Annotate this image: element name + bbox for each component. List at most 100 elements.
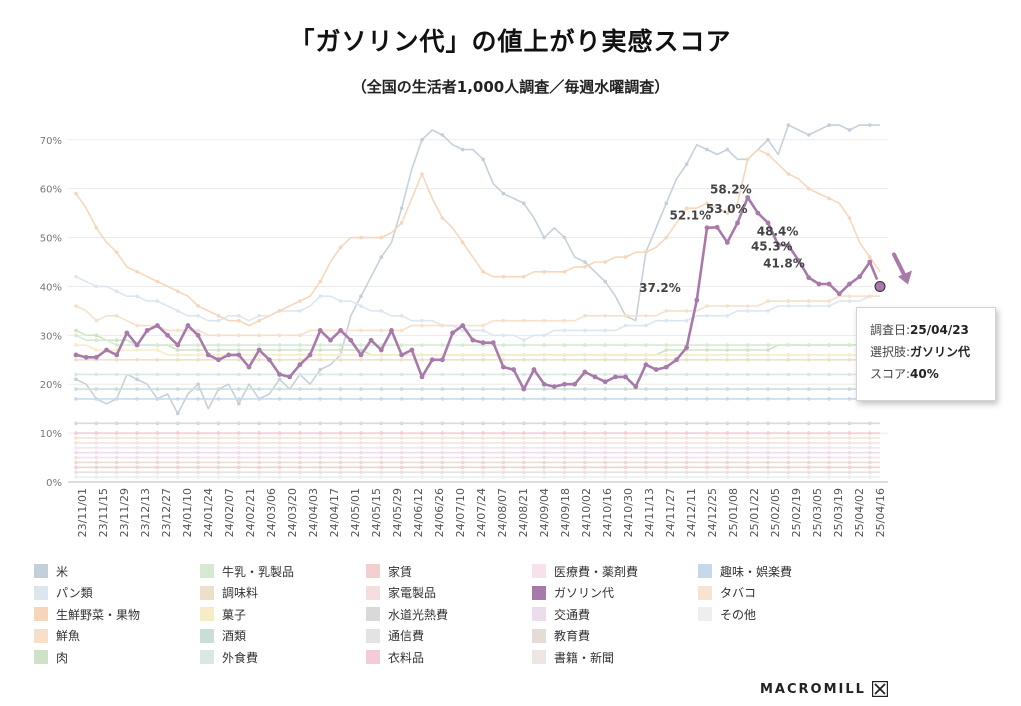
highlight-series-point bbox=[694, 297, 700, 303]
series-point bbox=[705, 475, 709, 479]
legend-item[interactable]: 趣味・娯楽費 bbox=[698, 563, 792, 579]
legend-item[interactable]: 教育費 bbox=[532, 628, 590, 644]
series-point bbox=[237, 397, 241, 401]
series-point bbox=[745, 353, 750, 357]
legend-item[interactable]: 酒類 bbox=[200, 628, 246, 644]
series-point bbox=[705, 431, 709, 435]
x-tick-label: 24/02/21 bbox=[244, 488, 257, 537]
series-point bbox=[359, 450, 363, 455]
series-point bbox=[664, 318, 669, 323]
legend-item[interactable]: 家電製品 bbox=[366, 585, 436, 601]
highlight-series-point bbox=[368, 337, 374, 343]
series-point bbox=[155, 470, 160, 475]
series-point bbox=[501, 397, 506, 401]
series-point bbox=[562, 328, 567, 333]
series-point bbox=[562, 475, 567, 479]
series-point bbox=[257, 333, 261, 338]
series-point bbox=[623, 431, 628, 435]
series-point bbox=[562, 450, 567, 455]
series-point bbox=[196, 450, 200, 455]
series-point bbox=[542, 475, 546, 479]
series-point bbox=[155, 450, 160, 455]
legend-item[interactable]: その他 bbox=[698, 606, 756, 622]
series-point bbox=[501, 441, 506, 445]
series-point bbox=[766, 445, 770, 450]
series-point bbox=[135, 397, 139, 401]
series-point bbox=[644, 470, 648, 475]
legend-item[interactable]: 肉 bbox=[34, 649, 68, 665]
series-point bbox=[359, 304, 363, 308]
series-point bbox=[379, 431, 384, 435]
series-point bbox=[175, 455, 180, 460]
series-point bbox=[277, 353, 282, 357]
highlight-series-point bbox=[663, 364, 669, 370]
legend-item[interactable]: タバコ bbox=[698, 585, 756, 601]
highlight-series-point bbox=[470, 337, 476, 343]
legend-swatch bbox=[34, 607, 48, 621]
series-point bbox=[501, 274, 506, 279]
series-point bbox=[481, 441, 485, 445]
legend-item[interactable]: 水道光熱費 bbox=[366, 606, 448, 622]
series-point bbox=[74, 465, 78, 470]
x-tick-label: 24/01/10 bbox=[181, 488, 194, 537]
macromill-logo: MACROMILL bbox=[760, 681, 888, 697]
series-point bbox=[94, 460, 99, 465]
series-point bbox=[359, 470, 363, 475]
series-point bbox=[338, 465, 343, 470]
series-point bbox=[338, 441, 343, 445]
series-point bbox=[94, 475, 99, 479]
legend-item[interactable]: ガソリン代 bbox=[532, 585, 614, 601]
series-point bbox=[521, 460, 526, 465]
series-point bbox=[725, 450, 730, 455]
series-point bbox=[644, 450, 648, 455]
highlight-series-point bbox=[155, 323, 160, 328]
series-point bbox=[745, 372, 750, 377]
series-point bbox=[135, 450, 139, 455]
series-point bbox=[318, 353, 323, 357]
series-point bbox=[114, 343, 119, 347]
series-point bbox=[542, 357, 546, 362]
series-point bbox=[603, 431, 608, 435]
series-point bbox=[379, 353, 384, 357]
series-point bbox=[583, 265, 587, 269]
series-point bbox=[175, 421, 180, 426]
series-point bbox=[623, 357, 628, 362]
legend-item[interactable]: 鮮魚 bbox=[34, 628, 80, 644]
legend-item[interactable]: 外食費 bbox=[200, 649, 258, 665]
data-tooltip: 調査日:25/04/23 選択肢:ガソリン代 スコア:40% bbox=[856, 307, 996, 401]
series-point bbox=[359, 475, 363, 479]
highlight-series-point bbox=[847, 281, 852, 287]
series-point bbox=[806, 431, 811, 435]
series-point bbox=[175, 387, 180, 391]
legend-item[interactable]: 交通費 bbox=[532, 606, 590, 622]
legend-item[interactable]: 医療費・薬剤費 bbox=[532, 563, 638, 579]
legend-item[interactable]: 書籍・新聞 bbox=[532, 649, 614, 665]
legend-swatch bbox=[698, 607, 712, 621]
series-point bbox=[481, 328, 485, 333]
legend-item[interactable]: 通信費 bbox=[366, 628, 424, 644]
series-point bbox=[298, 309, 302, 313]
series-point bbox=[583, 455, 587, 460]
legend-item[interactable]: 調味料 bbox=[200, 585, 258, 601]
legend-label: 菓子 bbox=[222, 607, 247, 622]
legend-item[interactable]: パン類 bbox=[34, 585, 93, 601]
legend-item[interactable]: 牛乳・乳製品 bbox=[200, 563, 294, 579]
series-point bbox=[481, 455, 485, 460]
series-point bbox=[277, 387, 282, 391]
x-tick-label: 25/02/05 bbox=[769, 488, 782, 537]
legend-item[interactable]: 菓子 bbox=[200, 606, 246, 622]
series-point bbox=[298, 445, 302, 450]
series-point bbox=[257, 450, 261, 455]
legend-swatch bbox=[532, 607, 546, 621]
legend-item[interactable]: 家賃 bbox=[366, 563, 412, 579]
legend-item[interactable]: 米 bbox=[34, 563, 68, 579]
legend-item[interactable]: 衣料品 bbox=[366, 649, 424, 665]
series-point bbox=[542, 353, 546, 357]
data-label: 58.2% bbox=[710, 182, 752, 196]
series-point bbox=[847, 455, 852, 460]
series-point bbox=[786, 431, 791, 435]
series-point bbox=[318, 475, 323, 479]
data-label: 45.3% bbox=[751, 240, 793, 254]
legend-item[interactable]: 生鮮野菜・果物 bbox=[34, 606, 140, 622]
series-point bbox=[460, 397, 465, 401]
